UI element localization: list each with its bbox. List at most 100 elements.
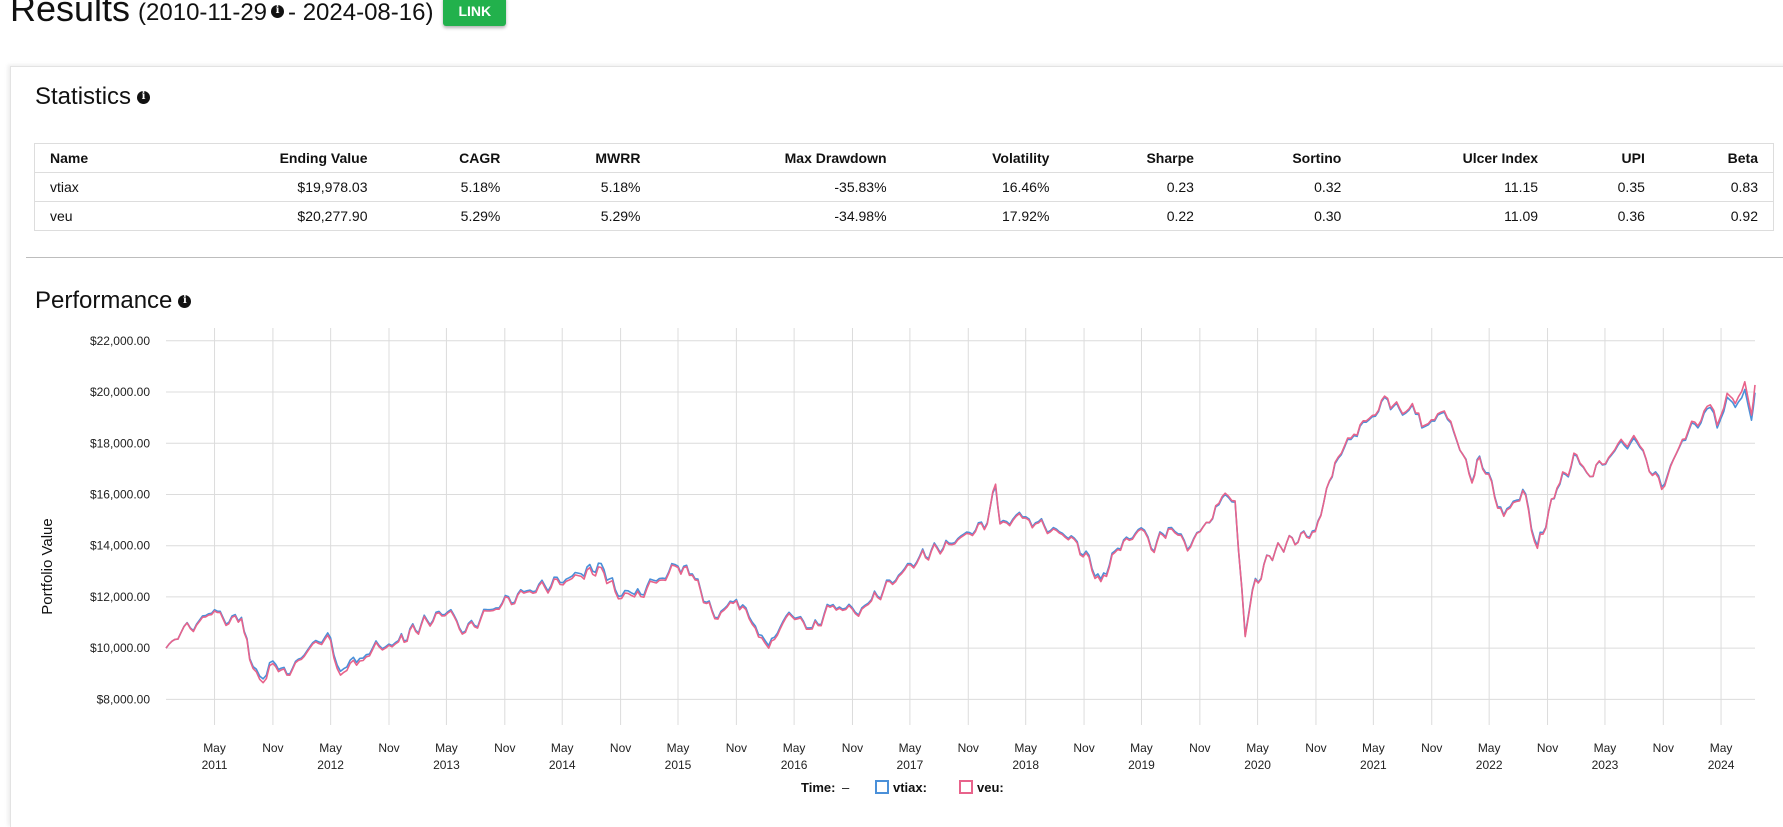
y-tick-label: $16,000.00 <box>90 487 150 501</box>
info-icon[interactable]: i <box>271 4 285 18</box>
x-tick-label: Nov <box>1189 741 1210 755</box>
x-tick-label: Nov <box>1537 741 1558 755</box>
column-header-ulcer-index[interactable]: Ulcer Index <box>1356 143 1554 173</box>
table-cell: $19,978.03 <box>162 172 383 202</box>
table-row: vtiax $19,978.03 5.18% 5.18% -35.83% 16.… <box>34 172 1774 202</box>
x-tick-year-label: 2018 <box>1012 758 1039 772</box>
table-cell: 16.46% <box>901 172 1065 202</box>
column-header-sharpe[interactable]: Sharpe <box>1064 143 1209 173</box>
x-tick-year-label: 2014 <box>549 758 576 772</box>
x-tick-year-label: 2019 <box>1128 758 1155 772</box>
x-tick-label: Nov <box>494 741 515 755</box>
x-tick-label: May <box>435 741 458 755</box>
date-range-start: (2010-11-29 <box>138 0 268 26</box>
link-button[interactable]: LINK <box>443 0 507 26</box>
x-tick-label: May <box>1478 741 1501 755</box>
legend-label-veu: veu: <box>977 780 1004 795</box>
x-tick-label: May <box>1710 741 1733 755</box>
x-tick-label: May <box>899 741 922 755</box>
table-cell: 5.29% <box>515 201 656 231</box>
table-cell: 17.92% <box>901 201 1065 231</box>
statistics-info-icon[interactable]: i <box>137 90 151 104</box>
column-header-mwrr[interactable]: MWRR <box>515 143 656 173</box>
series-line-veu <box>165 380 1756 684</box>
y-tick-label: $22,000.00 <box>90 334 150 348</box>
x-tick-label: Nov <box>262 741 283 755</box>
x-tick-year-label: 2023 <box>1592 758 1619 772</box>
column-header-sortino[interactable]: Sortino <box>1208 143 1357 173</box>
table-cell: 0.35 <box>1553 172 1660 202</box>
table-cell: 0.32 <box>1208 172 1357 202</box>
results-header: Results (2010-11-29 i - 2024-08-16) LINK <box>10 0 507 34</box>
x-tick-year-label: 2011 <box>202 758 228 772</box>
y-tick-label: $14,000.00 <box>90 539 150 553</box>
table-cell: 0.83 <box>1659 172 1774 202</box>
table-cell: 0.92 <box>1659 201 1774 231</box>
x-tick-label: Nov <box>1653 741 1674 755</box>
y-axis-label: Portfolio Value <box>39 518 56 614</box>
column-header-max-drawdown[interactable]: Max Drawdown <box>655 143 902 173</box>
table-cell: -35.83% <box>655 172 902 202</box>
x-tick-label: Nov <box>378 741 399 755</box>
x-tick-year-label: 2021 <box>1360 758 1387 772</box>
legend-swatch-vtiax <box>875 780 889 794</box>
series-line-vtiax <box>165 388 1756 680</box>
y-tick-label: $18,000.00 <box>90 436 150 450</box>
performance-heading: Performance i <box>35 287 192 315</box>
table-cell: $20,277.90 <box>162 201 383 231</box>
column-header-name[interactable]: Name <box>34 143 163 173</box>
y-tick-label: $12,000.00 <box>90 590 150 604</box>
x-tick-label: Nov <box>610 741 631 755</box>
performance-info-icon[interactable]: i <box>178 294 192 308</box>
x-tick-label: May <box>319 741 342 755</box>
column-header-volatility[interactable]: Volatility <box>901 143 1065 173</box>
legend-label-vtiax: vtiax: <box>893 780 927 795</box>
y-tick-label: $20,000.00 <box>90 385 150 399</box>
x-tick-label: May <box>667 741 690 755</box>
column-header-cagr[interactable]: CAGR <box>382 143 516 173</box>
legend-time-value: – <box>842 780 850 795</box>
date-range: (2010-11-29 i - 2024-08-16) <box>138 0 433 27</box>
legend-time-label: Time: <box>801 780 835 795</box>
column-header-upi[interactable]: UPI <box>1553 143 1660 173</box>
section-divider <box>26 257 1783 258</box>
table-cell: 5.29% <box>382 201 516 231</box>
x-tick-year-label: 2022 <box>1476 758 1503 772</box>
column-header-beta[interactable]: Beta <box>1659 143 1774 173</box>
x-tick-year-label: 2012 <box>317 758 344 772</box>
x-tick-label: May <box>203 741 226 755</box>
results-title: Results <box>10 0 131 29</box>
table-cell: 5.18% <box>515 172 656 202</box>
table-cell: 0.36 <box>1553 201 1660 231</box>
x-tick-label: Nov <box>726 741 747 755</box>
x-tick-label: Nov <box>842 741 863 755</box>
x-tick-year-label: 2020 <box>1244 758 1271 772</box>
table-cell: 11.09 <box>1356 201 1554 231</box>
results-card <box>10 66 1783 827</box>
statistics-table: Name Ending Value CAGR MWRR Max Drawdown… <box>34 143 1774 231</box>
x-tick-year-label: 2015 <box>665 758 692 772</box>
table-cell: veu <box>34 201 163 231</box>
x-tick-label: May <box>1014 741 1037 755</box>
table-cell: 5.18% <box>382 172 516 202</box>
table-cell: 0.23 <box>1064 172 1209 202</box>
column-header-ending-value[interactable]: Ending Value <box>162 143 383 173</box>
y-tick-label: $10,000.00 <box>90 641 150 655</box>
x-tick-label: Nov <box>1421 741 1442 755</box>
table-header-row: Name Ending Value CAGR MWRR Max Drawdown… <box>34 143 1774 173</box>
x-tick-label: Nov <box>1073 741 1094 755</box>
table-cell: vtiax <box>34 172 163 202</box>
statistics-heading: Statistics i <box>35 83 151 111</box>
performance-chart[interactable]: $8,000.00 $10,000.00 $12,000.00 $14,000.00 $… <box>0 0 1783 808</box>
y-tick-label: $8,000.00 <box>97 692 151 706</box>
x-tick-year-label: 2024 <box>1708 758 1735 772</box>
performance-title: Performance <box>35 287 173 314</box>
statistics-title: Statistics <box>35 83 132 110</box>
x-tick-label: May <box>1594 741 1617 755</box>
date-range-end: - 2024-08-16) <box>288 0 434 26</box>
legend-swatch-veu <box>959 780 973 794</box>
x-tick-label: May <box>1362 741 1385 755</box>
x-tick-label: May <box>551 741 574 755</box>
x-tick-label: May <box>1130 741 1153 755</box>
x-tick-label: May <box>1246 741 1269 755</box>
